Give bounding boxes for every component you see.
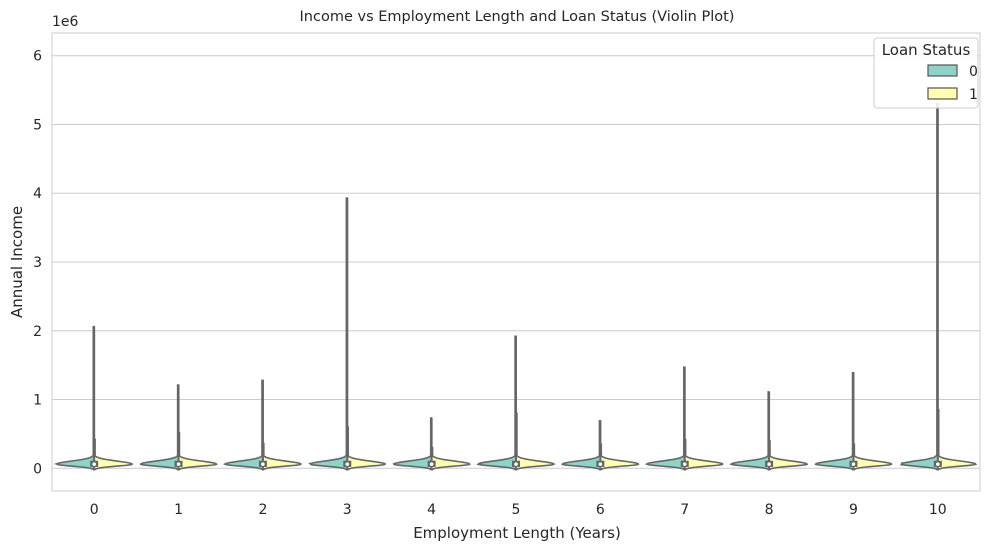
violin-3	[308, 197, 387, 471]
legend-swatch-1	[927, 87, 958, 100]
violin-median	[767, 462, 771, 466]
violin-5	[476, 335, 556, 471]
violin-half-0	[900, 103, 939, 471]
x-tick-label: 9	[849, 502, 858, 518]
violin-half-0	[729, 391, 770, 471]
violin-half-1	[683, 438, 724, 471]
violins	[54, 103, 978, 471]
y-tick-label: 1	[33, 393, 42, 409]
y-offset-label: 1e6	[52, 14, 79, 30]
violin-half-1	[262, 442, 302, 471]
violin-half-1	[768, 439, 809, 471]
violin-half-1	[430, 446, 471, 471]
x-tick-label: 1	[174, 502, 183, 518]
violin-9	[814, 371, 893, 471]
violin-median	[345, 462, 350, 466]
x-tick-label: 7	[680, 502, 689, 518]
legend-swatch-0	[927, 64, 958, 77]
violin-half-0	[814, 371, 855, 471]
x-tick-label: 6	[596, 502, 605, 518]
violin-half-0	[54, 325, 95, 471]
violin-median	[92, 462, 96, 466]
violin-half-0	[561, 420, 602, 471]
violin-half-0	[139, 384, 180, 471]
y-tick-label: 5	[33, 117, 42, 133]
violin-0	[54, 325, 134, 471]
x-tick-label: 0	[90, 502, 99, 518]
violin-8	[729, 391, 809, 471]
violin-median	[514, 462, 518, 466]
violin-median	[851, 462, 856, 466]
x-tick-label: 3	[343, 502, 352, 518]
y-axis-label: Annual Income	[8, 206, 26, 318]
x-tick-label: 5	[512, 502, 521, 518]
violin-half-0	[308, 197, 349, 471]
violin-median	[429, 462, 434, 466]
plot-frame	[51, 32, 981, 492]
x-tick-label: 8	[765, 502, 774, 518]
violin-half-1	[515, 412, 556, 471]
violin-half-1	[852, 443, 893, 471]
y-tick-label: 0	[33, 461, 42, 477]
x-tick-label: 4	[427, 502, 436, 518]
violin-half-0	[222, 379, 264, 471]
violin-half-1	[599, 443, 640, 471]
legend-title: Loan Status	[882, 41, 971, 59]
violin-half-0	[476, 335, 517, 471]
y-tick-label: 4	[33, 186, 42, 202]
chart-title: Income vs Employment Length and Loan Sta…	[300, 9, 735, 25]
violin-median	[261, 462, 265, 466]
violin-2	[222, 379, 302, 471]
violin-6	[561, 420, 640, 471]
x-tick-label: 10	[929, 502, 947, 518]
violin-half-0	[392, 417, 433, 471]
x-tick-label: 2	[258, 502, 267, 518]
y-tick-labels: 0 1 2 3 4 5 6	[33, 49, 42, 478]
grid-lines	[52, 55, 980, 469]
violin-median	[598, 462, 603, 466]
y-tick-label: 3	[33, 255, 42, 271]
violin-half-1	[937, 409, 978, 471]
legend-label-0: 0	[969, 64, 978, 80]
violin-half-1	[346, 426, 387, 471]
x-axis-label: Employment Length (Years)	[413, 524, 621, 542]
violin-half-0	[644, 366, 686, 471]
y-tick-label: 6	[33, 49, 42, 65]
legend-label-1: 1	[969, 87, 978, 103]
violin-median	[936, 462, 940, 466]
violin-7	[644, 366, 724, 471]
violin-median	[176, 462, 181, 466]
legend: Loan Status 0 1	[873, 37, 979, 109]
violin-median	[682, 462, 687, 466]
violin-10	[900, 103, 978, 471]
x-tick-labels: 0 1 2 3 4 5 6 7 8 9 10	[90, 502, 947, 518]
violin-half-1	[177, 431, 218, 471]
y-tick-label: 2	[33, 324, 42, 340]
violin-half-1	[93, 438, 134, 471]
violin-4	[392, 417, 471, 471]
violin-1	[139, 384, 218, 471]
